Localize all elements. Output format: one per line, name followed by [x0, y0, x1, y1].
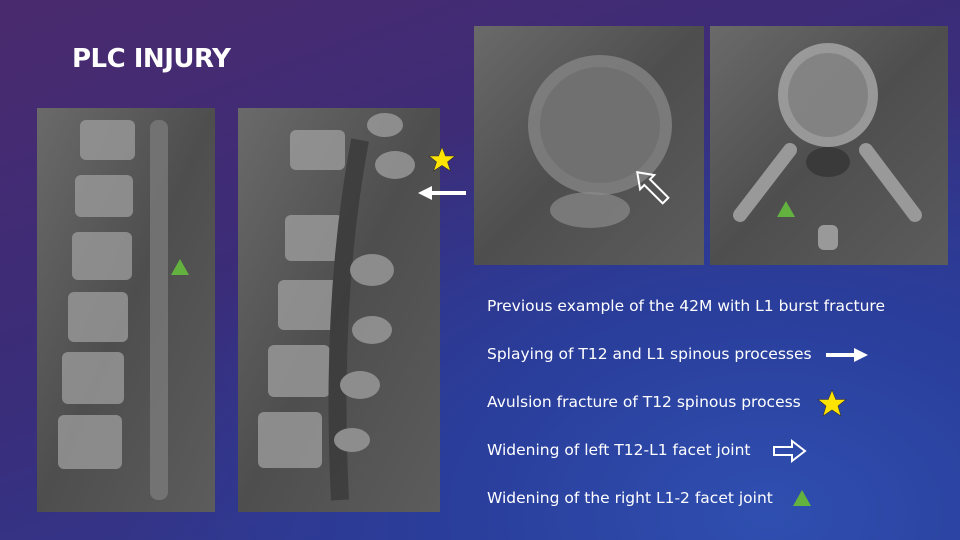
bullet-text: Widening of left T12-L1 facet joint: [487, 441, 751, 459]
arrow-marker: [418, 186, 466, 200]
triangle-marker: [777, 201, 795, 217]
bullet-text: Avulsion fracture of T12 spinous process: [487, 393, 801, 411]
star-marker: [428, 146, 456, 172]
star-icon: [817, 389, 847, 417]
arrow-icon: [826, 348, 868, 362]
triangle-marker: [171, 259, 189, 275]
bullet-text: Previous example of the 42M with L1 burs…: [487, 297, 885, 315]
bullet-text: Widening of the right L1-2 facet joint: [487, 489, 773, 507]
bullet-text: Splaying of T12 and L1 spinous processes: [487, 345, 812, 363]
hollow-arrow-marker: [636, 171, 670, 205]
triangle-icon: [793, 490, 811, 506]
slide-title: PLC INJURY: [72, 44, 231, 74]
hollow-arrow-icon: [773, 438, 807, 464]
